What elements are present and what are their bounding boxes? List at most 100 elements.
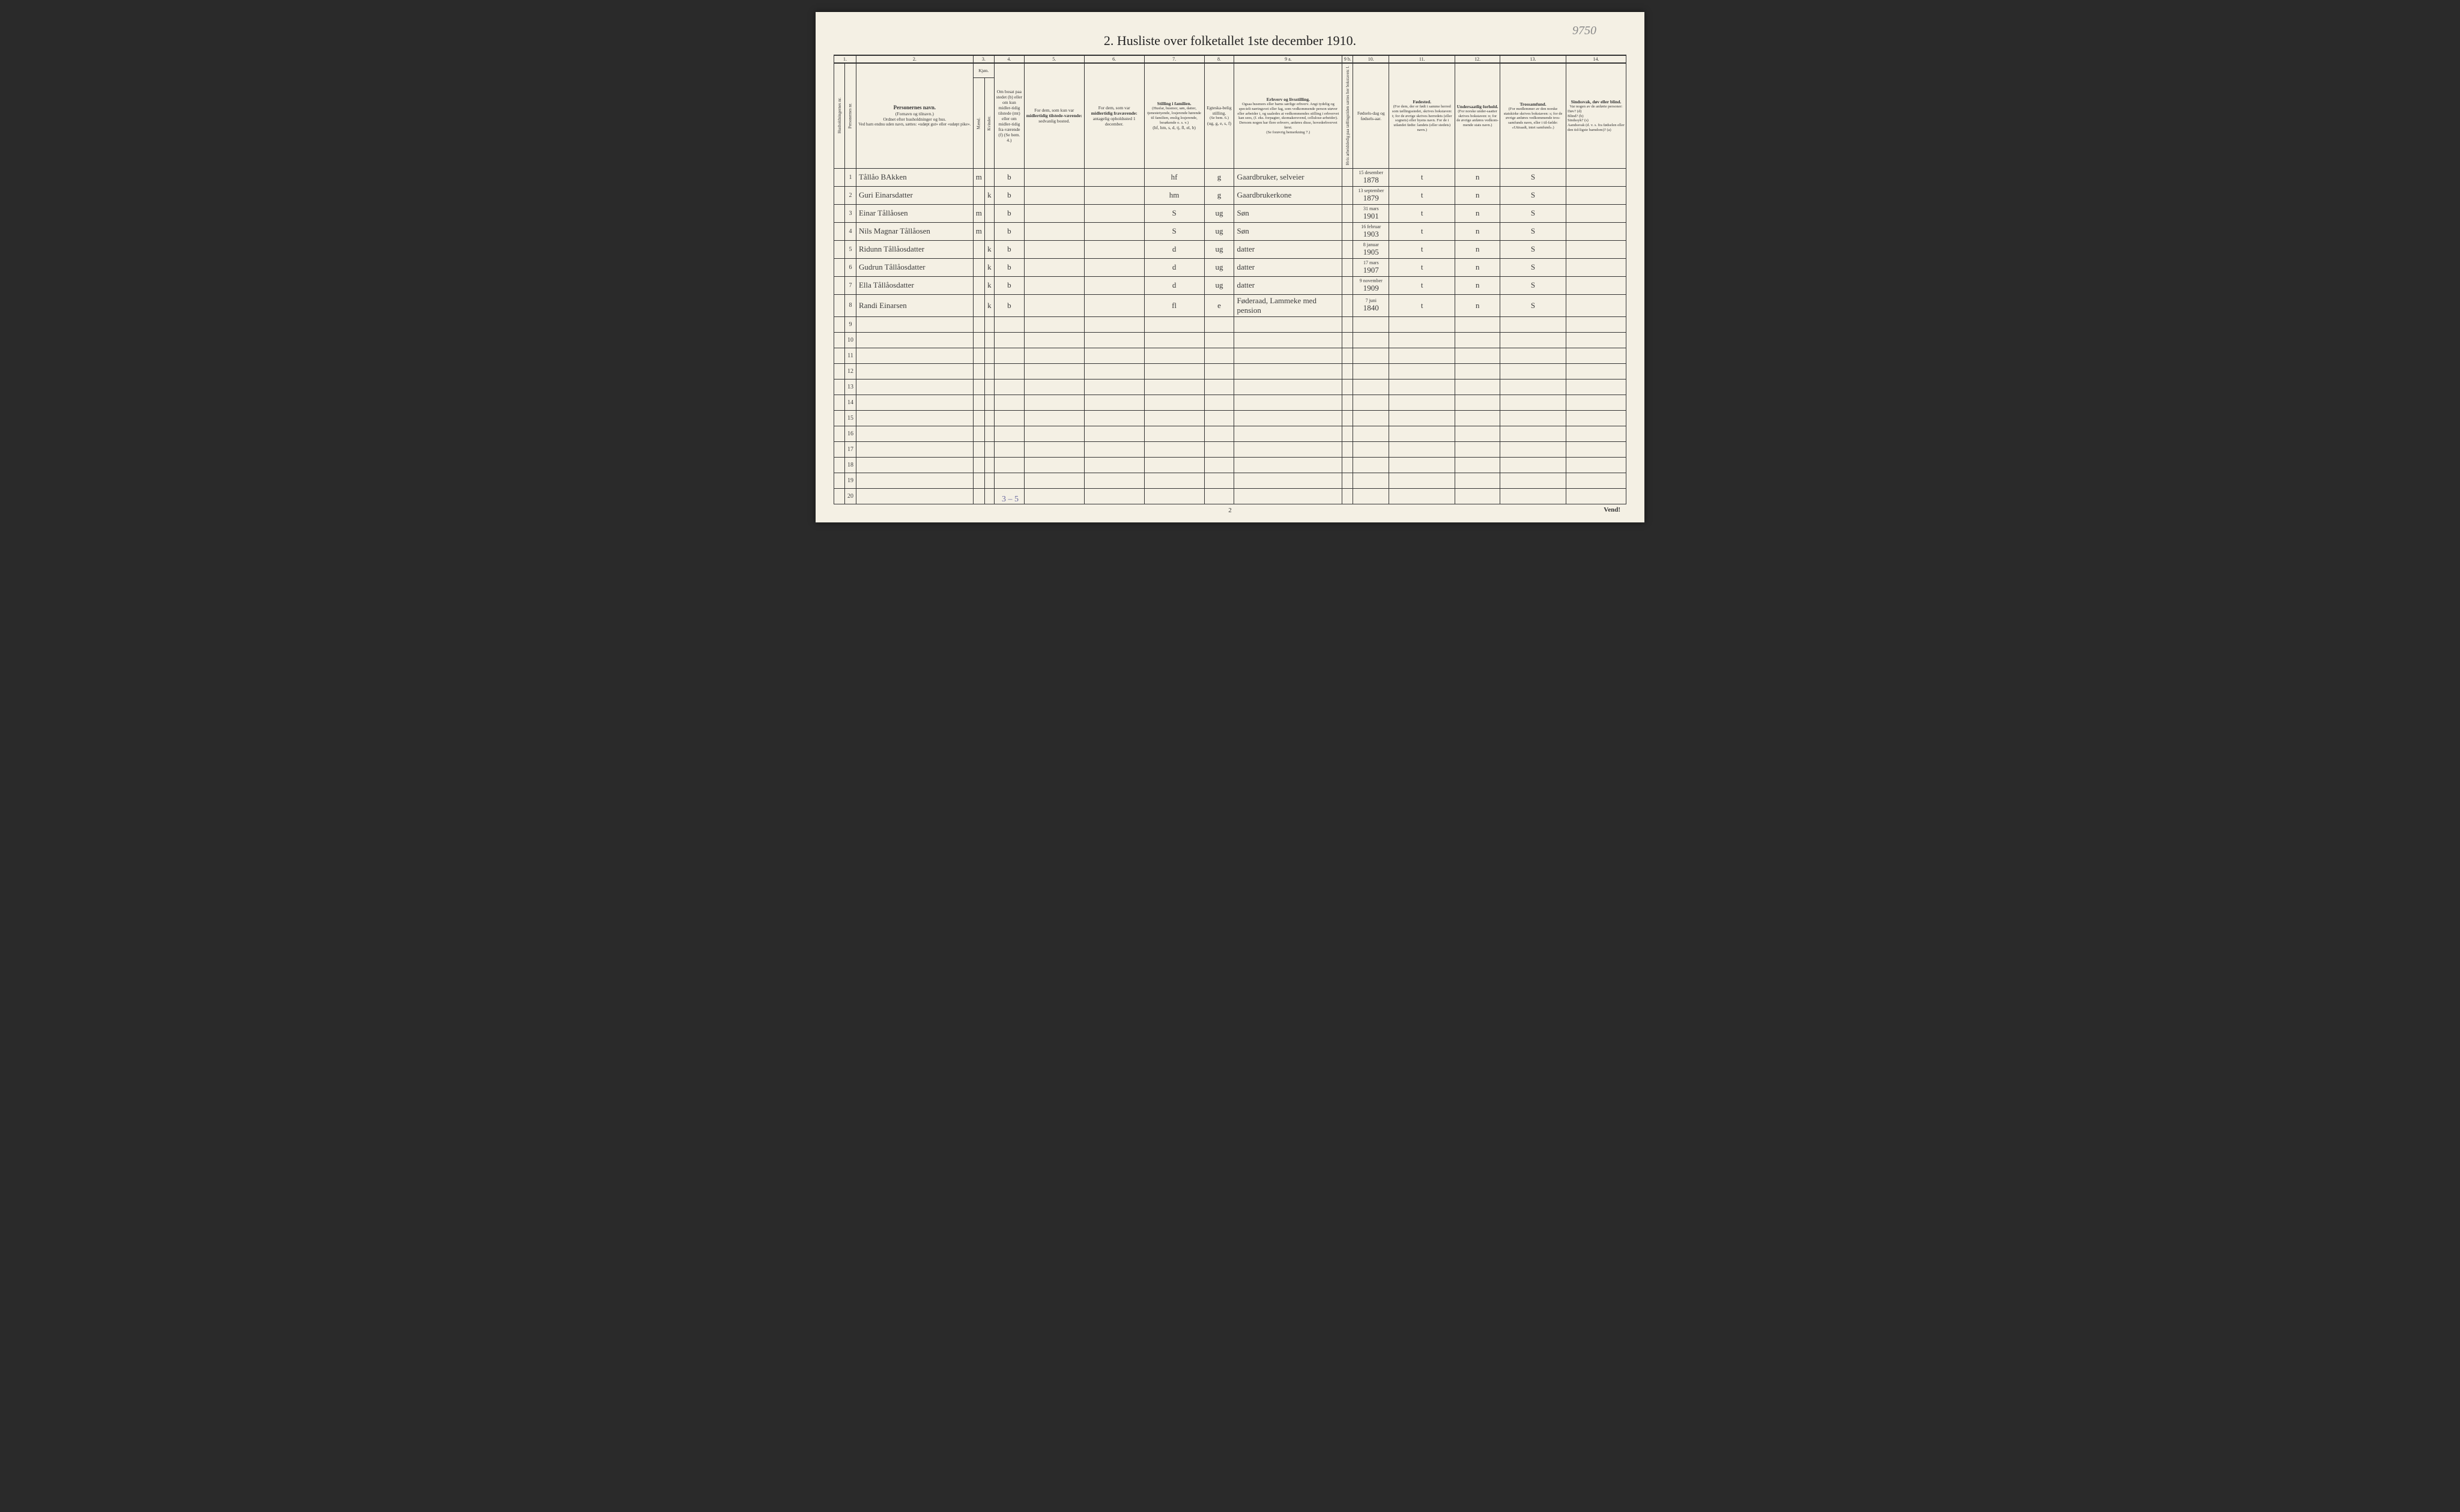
temp-absent-cell <box>1084 457 1144 473</box>
family-pos-cell: S <box>1144 222 1204 240</box>
disability-cell <box>1566 488 1626 504</box>
marital-cell: ug <box>1204 258 1234 276</box>
person-nr-cell: 18 <box>844 457 856 473</box>
hdr7c: (hf, hm, s, d, tj, fl, el, b) <box>1146 125 1203 130</box>
birthdate-cell: 17 mars1907 <box>1353 258 1389 276</box>
occupation-cell: Søn <box>1234 222 1342 240</box>
temp-absent-cell <box>1084 426 1144 441</box>
nationality-cell: n <box>1455 204 1500 222</box>
temp-present-cell <box>1024 457 1084 473</box>
temp-absent-cell <box>1084 441 1144 457</box>
religion-cell: S <box>1500 222 1566 240</box>
table-row-empty: 19 <box>834 473 1626 488</box>
temp-present-cell <box>1024 276 1084 294</box>
birthdate-cell <box>1353 332 1389 348</box>
sex-k-cell <box>984 457 994 473</box>
family-pos-cell: hm <box>1144 186 1204 204</box>
religion-cell: S <box>1500 168 1566 186</box>
nationality-cell <box>1455 379 1500 395</box>
person-nr-cell: 16 <box>844 426 856 441</box>
religion-cell <box>1500 379 1566 395</box>
disability-cell <box>1566 204 1626 222</box>
temp-absent-cell <box>1084 379 1144 395</box>
unemployed-cell <box>1342 457 1353 473</box>
nationality-cell <box>1455 488 1500 504</box>
temp-present-cell <box>1024 332 1084 348</box>
disability-cell <box>1566 410 1626 426</box>
household-cell <box>834 426 845 441</box>
birthdate-cell <box>1353 457 1389 473</box>
occupation-cell: Føderaad, Lammeke med pension <box>1234 294 1342 316</box>
colnum-12: 12. <box>1455 55 1500 63</box>
nationality-cell <box>1455 426 1500 441</box>
colnum-3: 3. <box>973 55 994 63</box>
sex-m-cell <box>973 316 984 332</box>
hdr14a: Sindssvak, døv eller blind. <box>1568 99 1625 104</box>
hdr6c: antagelig opholdssted 1 december. <box>1086 116 1143 127</box>
household-cell <box>834 186 845 204</box>
household-cell <box>834 276 845 294</box>
sex-k-cell <box>984 441 994 457</box>
sex-k-cell <box>984 348 994 363</box>
residence-cell <box>994 316 1024 332</box>
table-row: 1Tållåo BAkkenmbhfgGaardbruker, selveier… <box>834 168 1626 186</box>
hdr14c: Døv? (d) Blind? (b) Sindssyk? (s) Aandss… <box>1568 109 1625 133</box>
birthdate-cell <box>1353 473 1389 488</box>
occupation-cell <box>1234 395 1342 410</box>
occupation-cell: datter <box>1234 240 1342 258</box>
occupation-cell <box>1234 426 1342 441</box>
hdr13b: (For medlemmer av den norske statskirke … <box>1501 107 1565 130</box>
religion-cell: S <box>1500 204 1566 222</box>
occupation-cell <box>1234 379 1342 395</box>
temp-present-cell <box>1024 488 1084 504</box>
person-nr-cell: 11 <box>844 348 856 363</box>
nationality-cell: n <box>1455 258 1500 276</box>
sex-m-cell <box>973 426 984 441</box>
marital-cell <box>1204 410 1234 426</box>
temp-absent-cell <box>1084 222 1144 240</box>
hdr-female: Kvinder. <box>984 78 994 168</box>
family-pos-cell <box>1144 457 1204 473</box>
occupation-cell <box>1234 457 1342 473</box>
header-row-main: Husholdningernes nr. Personernes nr. Per… <box>834 63 1626 78</box>
name-cell: Randi Einarsen <box>856 294 973 316</box>
temp-absent-cell <box>1084 363 1144 379</box>
sex-m-cell <box>973 441 984 457</box>
religion-cell: S <box>1500 258 1566 276</box>
family-pos-cell <box>1144 379 1204 395</box>
sex-k-cell <box>984 473 994 488</box>
hdr-name-title: Personernes navn. <box>858 104 972 111</box>
page-number: 2 <box>834 507 1626 514</box>
temp-present-cell <box>1024 426 1084 441</box>
temp-absent-cell <box>1084 204 1144 222</box>
name-cell: Ella Tållåosdatter <box>856 276 973 294</box>
birthdate-cell <box>1353 348 1389 363</box>
unemployed-cell <box>1342 204 1353 222</box>
nationality-cell <box>1455 410 1500 426</box>
occupation-cell <box>1234 316 1342 332</box>
hdr8a: Egteska-belig stilling. <box>1206 105 1233 116</box>
sex-m-cell <box>973 379 984 395</box>
nationality-cell <box>1455 473 1500 488</box>
marital-cell <box>1204 316 1234 332</box>
name-cell <box>856 473 973 488</box>
nationality-cell: n <box>1455 294 1500 316</box>
disability-cell <box>1566 316 1626 332</box>
disability-cell <box>1566 348 1626 363</box>
disability-cell <box>1566 240 1626 258</box>
table-row-empty: 11 <box>834 348 1626 363</box>
hdr12a: Undersaatlig forhold. <box>1456 104 1498 109</box>
table-row-empty: 12 <box>834 363 1626 379</box>
temp-absent-cell <box>1084 488 1144 504</box>
nationality-cell: n <box>1455 168 1500 186</box>
hdr-name-sub3: Ved barn endnu uden navn, sættes: «udøpt… <box>858 122 972 127</box>
unemployed-cell <box>1342 240 1353 258</box>
birthdate-cell <box>1353 395 1389 410</box>
name-cell <box>856 379 973 395</box>
person-nr-cell: 15 <box>844 410 856 426</box>
hdr9ab: Ogsaa husmors eller barns særlige erhver… <box>1235 102 1341 130</box>
column-number-row: 1. 2. 3. 4. 5. 6. 7. 8. 9 a. 9 b. 10. 11… <box>834 55 1626 63</box>
nationality-cell: n <box>1455 240 1500 258</box>
household-cell <box>834 348 845 363</box>
nationality-cell: n <box>1455 276 1500 294</box>
